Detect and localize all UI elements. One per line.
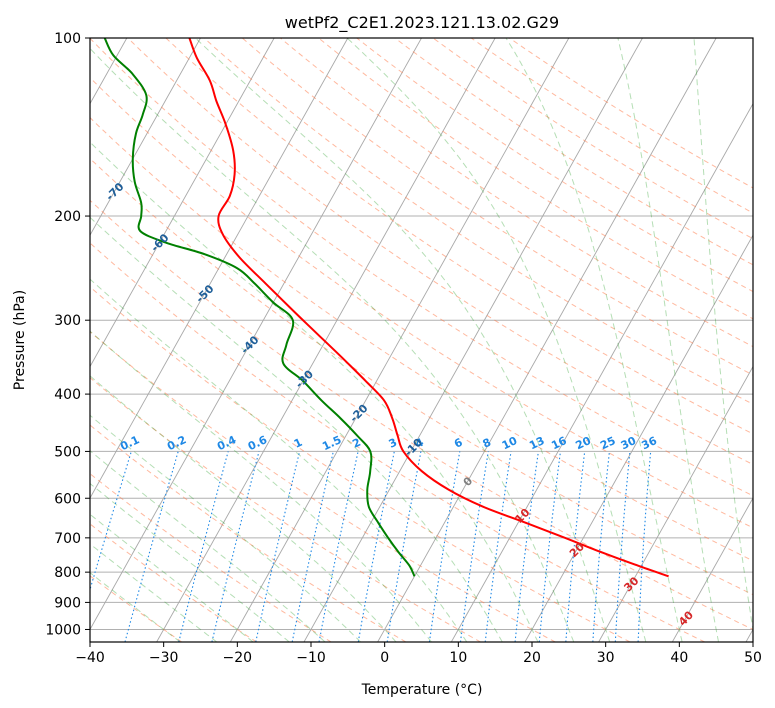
moist-adiabat-line (346, 38, 647, 642)
mixing-ratio-label: 10 (500, 434, 520, 452)
y-tick-label: 700 (54, 531, 81, 547)
mixing-ratio-label: 25 (598, 434, 617, 452)
y-tick-label: 800 (54, 565, 81, 581)
mixing-ratio-line (538, 451, 562, 642)
dry-adiabat-line (509, 38, 753, 189)
x-axis-label: Temperature (°C) (361, 682, 483, 698)
axes: −40 −30 −20 −10 0 10 20 30 40 50 100 200 300 400 500 60… (45, 31, 762, 666)
mixing-ratio-line (255, 451, 301, 642)
dry-adiabat-line (90, 473, 332, 642)
mixing-ratio-line (90, 451, 132, 592)
mixing-ratio-label: 20 (574, 434, 594, 452)
chart-title: wetPf2_C2E1.2023.121.13.02.G29 (285, 13, 559, 33)
moist-adiabat-line (90, 414, 361, 642)
x-tick-label: −40 (75, 650, 105, 666)
isotherm-line (156, 38, 496, 642)
dry-adiabat-line (127, 38, 753, 466)
isotherm-line (90, 38, 349, 499)
y-tick-label: 1000 (45, 622, 81, 638)
x-tick-label: −30 (149, 650, 179, 666)
mixing-ratio-label: 13 (527, 434, 546, 452)
x-tick-label: 10 (449, 650, 467, 666)
isotherm-line (90, 38, 422, 631)
y-tick-label: 400 (54, 387, 81, 403)
mixing-ratio-label: 16 (549, 434, 569, 452)
y-tick-label: 500 (54, 444, 81, 460)
mixing-ratio-line (459, 451, 489, 642)
moist-adiabat-line (617, 38, 719, 642)
isotherm-line (90, 38, 201, 237)
dry-adiabat-line (90, 286, 631, 642)
y-tick-label: 900 (54, 595, 81, 611)
moist-adiabat-line (90, 47, 575, 642)
y-tick-label: 200 (54, 209, 81, 225)
dry-adiabat-line (203, 38, 753, 405)
x-tick-label: 20 (523, 650, 541, 666)
dry-adiabat-line (90, 242, 705, 642)
moist-adiabat-line (90, 450, 326, 642)
moist-adiabat-line (505, 38, 683, 642)
isotherm-line (377, 38, 717, 642)
dry-adiabat-line (394, 38, 753, 266)
mixing-ratio-line (514, 451, 539, 642)
mixing-ratio-label: 30 (619, 434, 639, 452)
mixing-ratio-line (178, 451, 229, 642)
moist-adiabat-line (195, 38, 611, 642)
mixing-ratio-line (565, 451, 586, 642)
x-tick-label: −20 (223, 650, 253, 666)
isotherm-line (524, 234, 753, 642)
mixing-ratio-label: 36 (640, 434, 660, 452)
x-tick-label: 50 (744, 650, 762, 666)
dry-adiabat-line (165, 38, 753, 435)
x-tick-label: 30 (597, 650, 615, 666)
mixing-ratio-line (211, 451, 260, 642)
x-tick-label: 40 (670, 650, 688, 666)
dewpoint-profile-line (103, 38, 416, 577)
dry-adiabat-line (90, 38, 753, 497)
isotherm-line (450, 102, 753, 642)
x-tick-label: −10 (296, 650, 326, 666)
background-lines (90, 38, 753, 642)
y-axis-label: Pressure (hPa) (12, 290, 28, 390)
y-tick-label: 100 (54, 31, 81, 47)
dry-adiabat-line (318, 38, 753, 320)
isotherm-line (671, 497, 753, 642)
isotherm-line (229, 38, 570, 642)
mixing-ratio-line (484, 451, 512, 642)
y-tick-label: 300 (54, 313, 81, 329)
mixing-ratio-line (124, 451, 179, 642)
profile-lines (103, 38, 669, 578)
dry-adiabat-line (90, 523, 257, 642)
plot-frame (89, 37, 754, 643)
dry-adiabat-line (90, 116, 753, 562)
moist-adiabat-line (90, 330, 432, 642)
dry-adiabat-line (90, 76, 753, 529)
dry-adiabat-line (90, 330, 556, 642)
temperature-profile-line (188, 38, 669, 578)
mixing-ratio-line (428, 451, 461, 642)
moist-adiabat-line (90, 278, 468, 642)
moist-adiabat-line (693, 38, 753, 633)
isotherm-line (90, 38, 275, 368)
dry-adiabat-line (470, 38, 753, 214)
isotherm-line (598, 365, 753, 642)
x-tick-label: 0 (380, 650, 389, 666)
dry-adiabat-line (356, 38, 753, 293)
y-tick-label: 600 (54, 491, 81, 507)
